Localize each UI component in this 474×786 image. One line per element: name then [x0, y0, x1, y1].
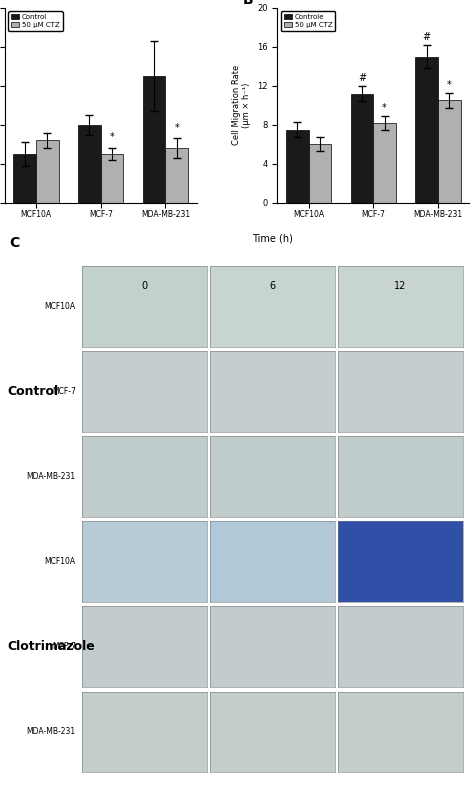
Text: *: * — [174, 123, 179, 133]
Text: #: # — [422, 32, 431, 42]
Text: Clotrimazole: Clotrimazole — [7, 640, 95, 653]
Legend: Control, 50 μM CTZ: Control, 50 μM CTZ — [8, 11, 63, 31]
Text: C: C — [9, 237, 20, 250]
Text: 6: 6 — [270, 281, 275, 291]
Text: MCF10A: MCF10A — [45, 557, 76, 566]
Bar — [36, 141, 59, 203]
Text: MCF-7: MCF-7 — [52, 387, 76, 396]
Text: MDA-MB-231: MDA-MB-231 — [27, 727, 76, 736]
Bar — [78, 125, 100, 203]
Bar — [309, 145, 331, 203]
Bar — [143, 76, 165, 203]
Legend: Controle, 50 μM CTZ: Controle, 50 μM CTZ — [281, 11, 335, 31]
Text: *: * — [109, 132, 114, 142]
Text: Time (h): Time (h) — [252, 233, 293, 243]
Bar — [351, 94, 374, 203]
Bar — [286, 130, 309, 203]
Text: 0: 0 — [142, 281, 147, 291]
Text: MDA-MB-231: MDA-MB-231 — [27, 472, 76, 481]
Text: Control: Control — [7, 385, 58, 398]
Text: *: * — [382, 103, 387, 113]
Text: 12: 12 — [394, 281, 407, 291]
Bar — [165, 149, 188, 203]
Text: #: # — [358, 73, 366, 83]
Bar — [374, 123, 396, 203]
Text: *: * — [447, 79, 452, 90]
Bar — [415, 57, 438, 203]
Bar — [100, 154, 123, 203]
Bar — [13, 154, 36, 203]
Text: MCF10A: MCF10A — [45, 302, 76, 311]
Text: B: B — [243, 0, 254, 7]
Y-axis label: Cell Migration Rate
(μm × h⁻¹): Cell Migration Rate (μm × h⁻¹) — [232, 65, 251, 145]
Text: MCF-7: MCF-7 — [52, 642, 76, 651]
Bar — [438, 101, 461, 203]
